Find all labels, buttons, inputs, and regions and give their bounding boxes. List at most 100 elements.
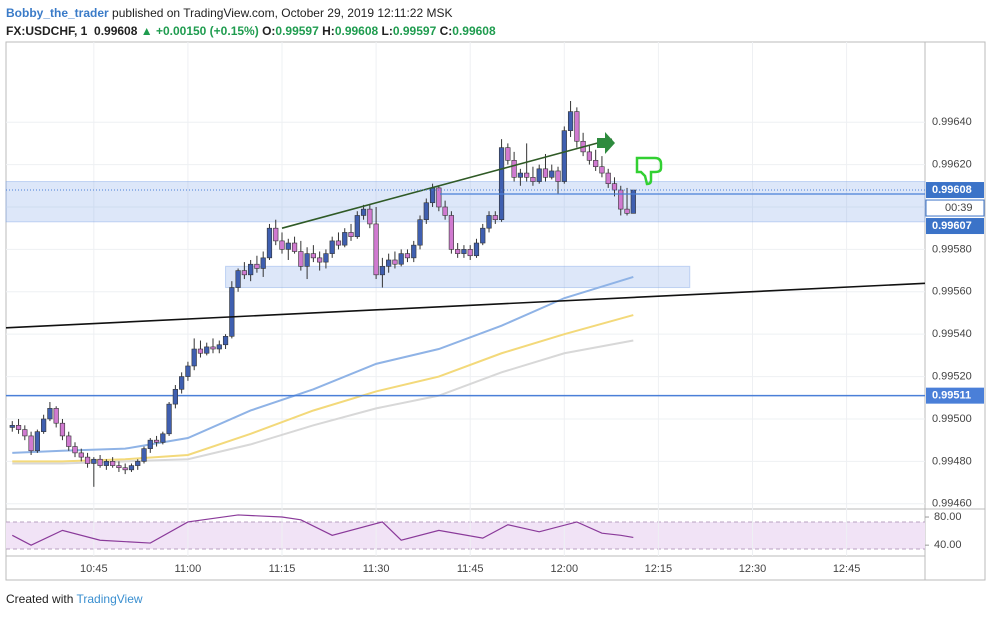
countdown: 00:39 xyxy=(945,202,973,214)
candle-body xyxy=(191,348,197,367)
candle-body xyxy=(392,259,398,265)
candle-body xyxy=(360,208,367,216)
plot: 0.99460 0.99480 0.99500 0.99520 0.99540 0.995… xyxy=(5,42,985,575)
candle-body xyxy=(298,251,304,267)
candle-body xyxy=(317,257,323,263)
candle-body xyxy=(110,461,116,466)
candle-body xyxy=(47,408,53,420)
candle-body xyxy=(84,456,91,464)
candle-body xyxy=(530,177,536,182)
moving-average xyxy=(12,275,634,454)
price-label-bg xyxy=(926,387,984,404)
candle-body xyxy=(241,270,247,276)
candle-body xyxy=(417,219,423,246)
candle-body xyxy=(185,365,191,377)
candle-body xyxy=(204,346,210,354)
candle-body xyxy=(28,435,34,452)
candle-body xyxy=(505,147,511,161)
candle-body xyxy=(511,160,517,178)
candle-body xyxy=(235,270,241,288)
candle-body xyxy=(473,242,480,257)
candle-body xyxy=(367,208,373,225)
candle-body xyxy=(618,189,624,210)
candle-body xyxy=(348,232,354,237)
candle-body xyxy=(342,232,348,246)
candle-body xyxy=(266,227,273,259)
y-tick-label: 0.99580 xyxy=(932,243,972,255)
candle-body xyxy=(486,215,492,229)
candle-body xyxy=(210,346,216,350)
x-tick-label: 11:00 xyxy=(175,563,202,575)
candle-body xyxy=(605,172,611,184)
candle-body xyxy=(386,259,392,267)
candle-body xyxy=(166,403,172,435)
candle-body xyxy=(248,263,254,276)
candle-body xyxy=(448,215,454,250)
candle-body xyxy=(323,253,329,263)
x-tick-label: 10:45 xyxy=(80,563,108,575)
candle-body xyxy=(480,227,486,244)
x-tick-label: 11:30 xyxy=(363,563,390,575)
c: 0.99608 xyxy=(452,24,496,38)
candle-body xyxy=(542,168,549,178)
candle-body xyxy=(15,425,22,430)
candle-body xyxy=(141,448,147,462)
moving-average xyxy=(12,314,634,463)
candle-body xyxy=(304,253,310,267)
thumbs-down-icon xyxy=(635,156,663,186)
candle-body xyxy=(216,344,222,350)
x-tick-label: 12:45 xyxy=(833,563,861,575)
candle-body xyxy=(222,335,229,346)
arrow-icon xyxy=(597,132,615,154)
candle-body xyxy=(291,242,298,252)
candle-body xyxy=(179,376,185,390)
candle-body xyxy=(172,388,178,405)
price: 0.99608 xyxy=(94,24,138,38)
candle-body xyxy=(97,458,103,466)
candle-body xyxy=(160,433,166,443)
rsi-tick-label: 40.00 xyxy=(934,539,962,551)
candle-body xyxy=(373,223,379,276)
trendline xyxy=(5,282,926,329)
candle-body xyxy=(561,130,567,182)
frame xyxy=(5,41,986,581)
brand[interactable]: TradingView xyxy=(76,592,143,606)
candle-body xyxy=(536,168,542,182)
header: Bobby_the_trader published on TradingVie… xyxy=(6,4,496,40)
countdown-bg xyxy=(925,199,985,217)
candle-body xyxy=(599,166,605,174)
rsi-tick-label: 80.00 xyxy=(934,511,962,523)
candle-body xyxy=(586,151,592,161)
candle-body xyxy=(624,208,630,214)
author[interactable]: Bobby_the_trader xyxy=(6,6,109,20)
candle-body xyxy=(574,111,580,142)
candle-body xyxy=(122,467,128,471)
candle-body xyxy=(411,244,417,259)
c-label: C: xyxy=(439,24,453,38)
candle-body xyxy=(524,172,530,178)
candle-body xyxy=(103,461,109,466)
candle-body xyxy=(455,249,461,254)
candle-body xyxy=(9,425,15,428)
trendline xyxy=(281,138,613,229)
rsi-line xyxy=(11,514,634,546)
candle-body xyxy=(329,240,335,254)
candle-body xyxy=(398,253,404,265)
x-tick-label: 11:15 xyxy=(269,563,296,575)
price-label: 0.99608 xyxy=(932,184,972,196)
candle-body xyxy=(91,458,97,464)
l-label: L: xyxy=(381,24,393,38)
candle-body xyxy=(147,439,153,449)
candle-body xyxy=(404,253,411,259)
candle-body xyxy=(116,465,122,469)
candle-body xyxy=(153,439,160,443)
h-label: H: xyxy=(322,24,335,38)
y-tick-label: 0.99620 xyxy=(932,158,972,170)
candle-body xyxy=(310,253,316,259)
candle-body xyxy=(260,257,266,269)
zone xyxy=(225,265,691,289)
candle-body xyxy=(567,111,574,131)
candle-body xyxy=(442,206,448,216)
footer: Created with TradingView xyxy=(6,592,143,606)
